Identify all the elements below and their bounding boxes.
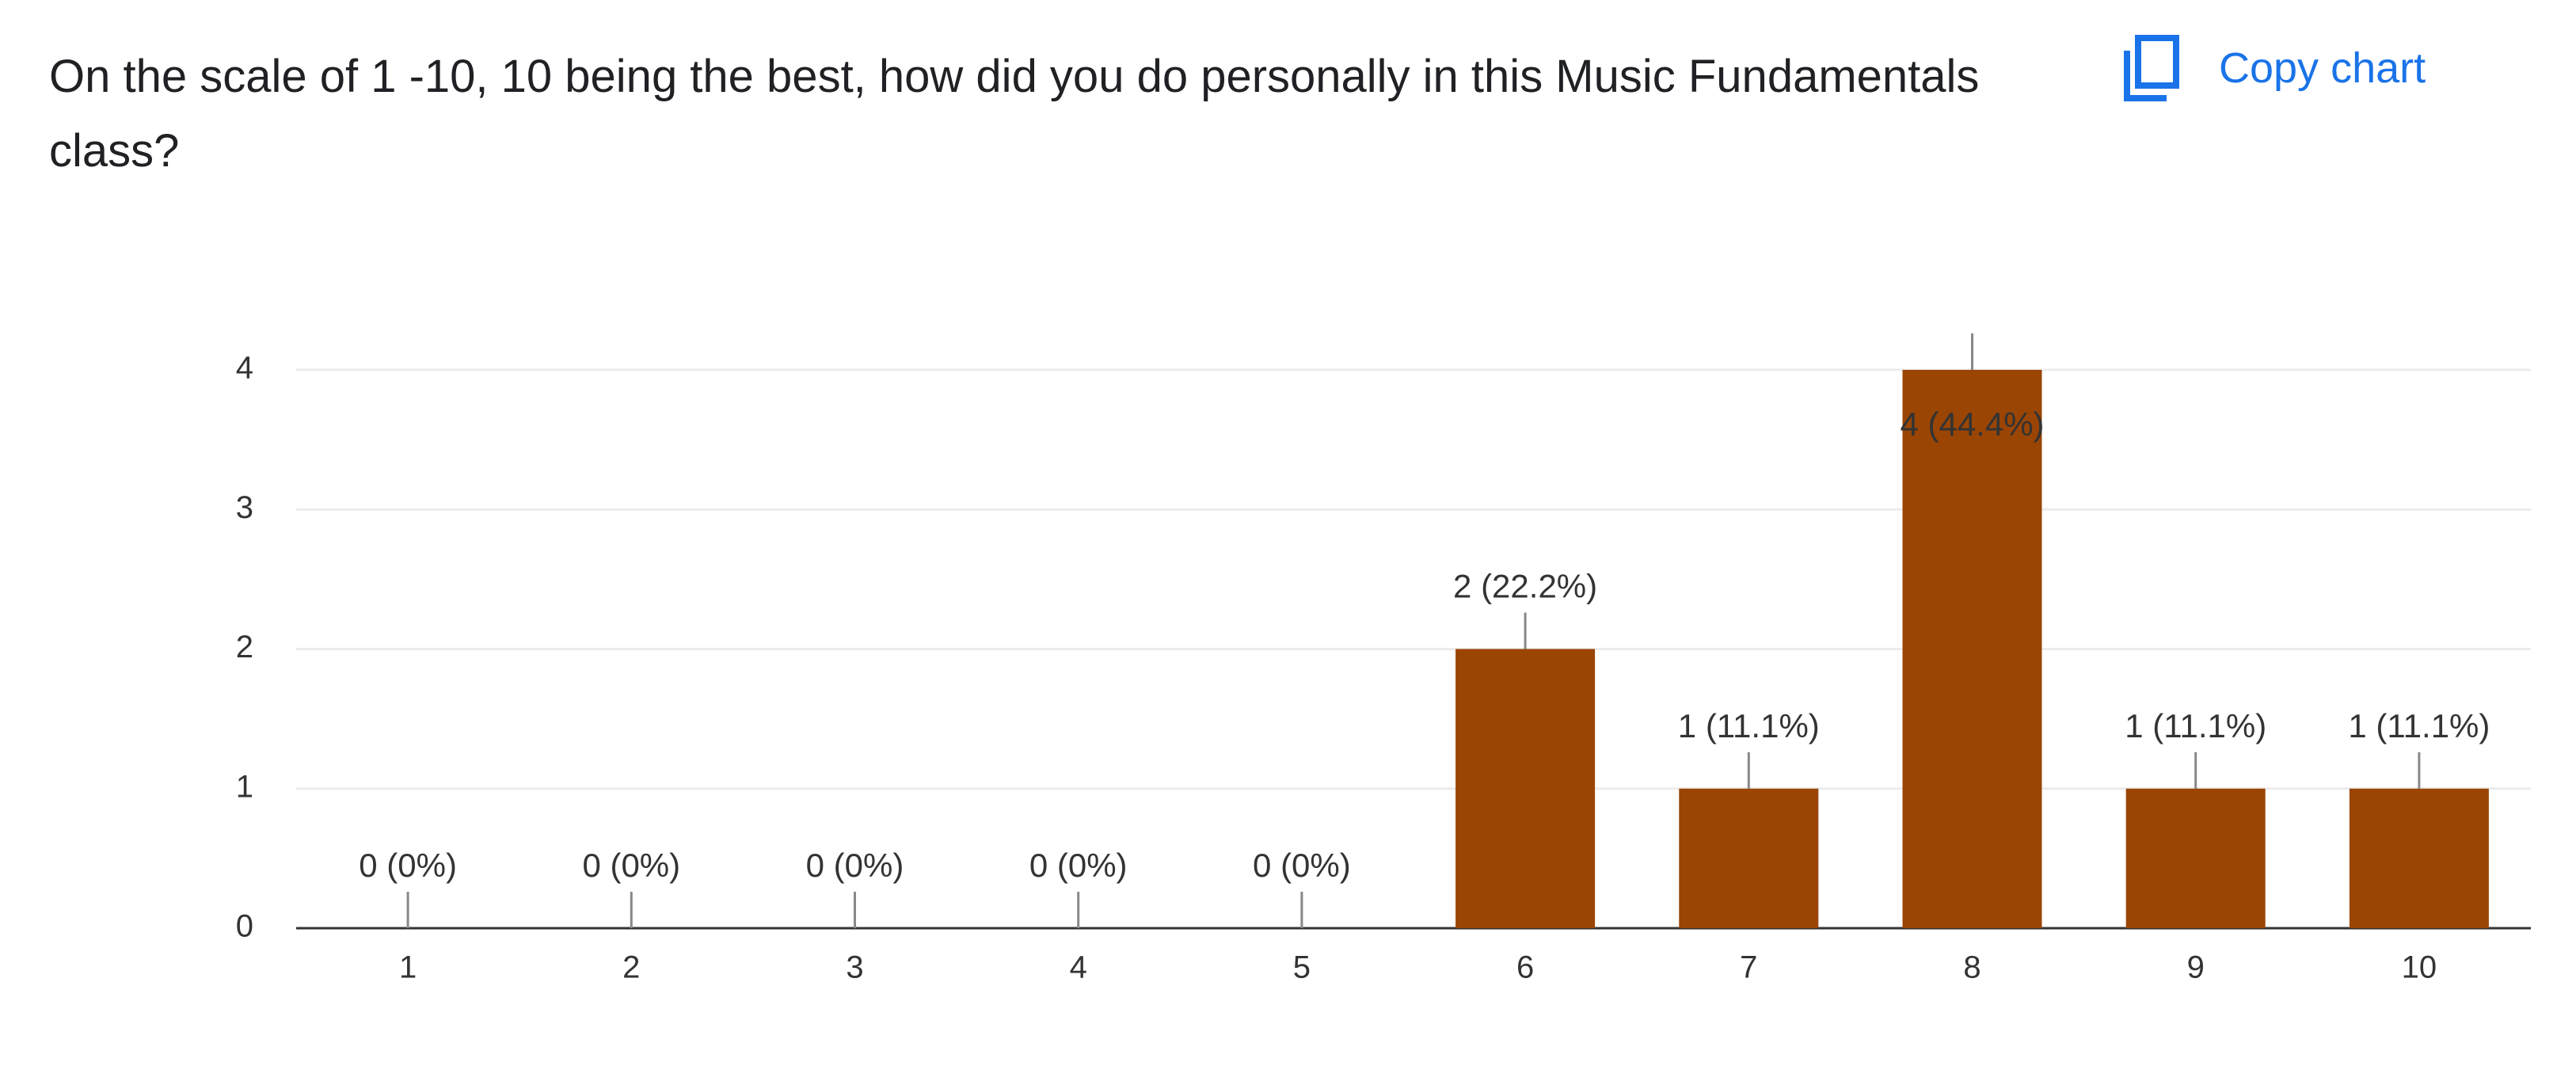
bar (2349, 788, 2489, 928)
data-label: 0 (0%) (1029, 847, 1128, 884)
y-tick-label: 2 (236, 630, 253, 664)
data-label: 1 (11.1%) (2348, 707, 2490, 744)
data-label: 4 (44.4%) (1900, 405, 2044, 443)
y-tick-label: 0 (236, 909, 253, 944)
data-label: 0 (0%) (359, 847, 457, 884)
x-tick-label: 7 (1740, 950, 1757, 985)
data-label: 1 (11.1%) (1678, 707, 1820, 744)
data-label: 0 (0%) (806, 847, 904, 884)
copy-icon (2124, 35, 2179, 101)
copy-chart-label: Copy chart (2219, 44, 2426, 92)
bar (1455, 649, 1596, 928)
y-tick-label: 3 (236, 490, 253, 525)
question-title: On the scale of 1 -10, 10 being the best… (49, 51, 1980, 177)
x-tick-label: 1 (399, 950, 417, 985)
bar (1902, 370, 2042, 928)
data-label: 1 (11.1%) (2125, 707, 2266, 744)
x-tick-label: 3 (846, 950, 863, 985)
x-tick-label: 8 (1963, 950, 1981, 985)
data-label: 2 (22.2%) (1453, 568, 1597, 605)
bar (2125, 788, 2266, 928)
y-tick-label: 1 (236, 769, 253, 804)
data-label: 0 (0%) (582, 847, 680, 884)
data-label: 0 (0%) (1253, 847, 1351, 884)
copy-chart-button[interactable]: Copy chart (2122, 35, 2426, 101)
y-tick-label: 4 (236, 351, 253, 386)
x-tick-label: 4 (1070, 950, 1087, 985)
x-tick-label: 5 (1293, 950, 1311, 985)
x-tick-label: 2 (622, 950, 640, 985)
x-tick-label: 6 (1516, 950, 1534, 985)
x-tick-label: 9 (2187, 950, 2205, 985)
x-tick-label: 10 (2402, 950, 2437, 985)
bar (1679, 788, 1819, 928)
